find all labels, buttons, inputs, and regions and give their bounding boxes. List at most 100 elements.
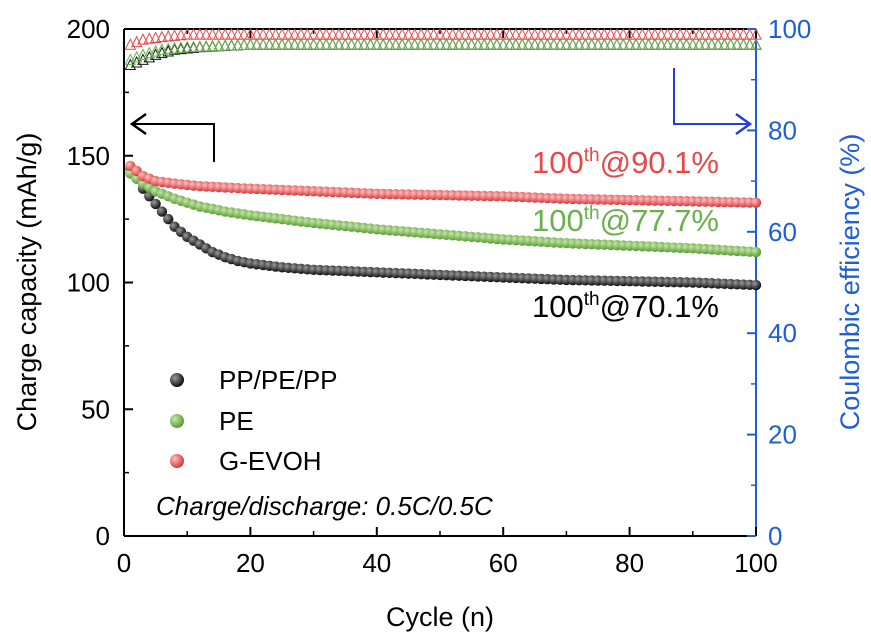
efficiency-point-pe xyxy=(288,38,301,50)
x-tick-label: 20 xyxy=(236,548,265,578)
efficiency-point-g-evoh xyxy=(149,31,162,43)
efficiency-point-g-evoh xyxy=(389,27,402,40)
capacity-point-pp-pe-pp xyxy=(163,213,174,225)
efficiency-point-pe xyxy=(750,38,762,50)
efficiency-point-g-evoh xyxy=(472,27,484,40)
efficiency-point-g-evoh xyxy=(560,27,573,40)
efficiency-point-g-evoh xyxy=(225,27,238,40)
efficiency-point-g-evoh xyxy=(288,27,301,40)
efficiency-point-g-evoh xyxy=(573,27,585,40)
efficiency-point-g-evoh xyxy=(156,30,168,43)
efficiency-point-g-evoh xyxy=(427,27,440,40)
efficiency-point-g-evoh xyxy=(320,27,333,40)
efficiency-point-pe xyxy=(175,41,187,53)
efficiency-point-pe xyxy=(427,38,440,50)
efficiency-point-pe xyxy=(212,39,225,51)
efficiency-point-g-evoh xyxy=(510,27,522,40)
x-tick-label: 0 xyxy=(117,548,131,578)
efficiency-point-pe xyxy=(585,38,598,50)
left-tick-label: 0 xyxy=(96,521,110,551)
efficiency-point-pe xyxy=(491,38,503,50)
efficiency-point-pe xyxy=(737,38,750,50)
efficiency-point-pe xyxy=(724,38,737,50)
left-axis-arrow xyxy=(129,112,215,162)
capacity-point-pp-pe-pp xyxy=(750,279,762,291)
efficiency-point-g-evoh xyxy=(206,27,219,40)
efficiency-point-g-evoh xyxy=(680,27,693,40)
efficiency-point-g-evoh xyxy=(705,27,718,40)
efficiency-point-g-evoh xyxy=(307,27,320,40)
efficiency-point-pe xyxy=(459,38,472,50)
efficiency-point-g-evoh xyxy=(339,27,352,40)
right-tick-label: 60 xyxy=(768,217,797,247)
efficiency-point-pe xyxy=(257,38,269,50)
efficiency-point-pe xyxy=(421,38,434,50)
left-tick-label: 200 xyxy=(67,14,110,44)
x-tick-label: 100 xyxy=(734,548,777,578)
legend-marker-pp-pe-pp xyxy=(170,373,184,387)
efficiency-point-pe xyxy=(440,38,453,50)
efficiency-point-g-evoh xyxy=(724,27,737,40)
efficiency-point-pe xyxy=(547,38,560,50)
efficiency-point-g-evoh xyxy=(566,27,579,40)
efficiency-point-pe xyxy=(712,38,724,50)
efficiency-point-pe xyxy=(465,38,478,50)
legend-marker-pe xyxy=(170,414,184,428)
annotation-pe: 100th@77.7% xyxy=(532,203,719,238)
efficiency-point-g-evoh xyxy=(668,27,680,40)
efficiency-point-pe xyxy=(446,38,459,50)
efficiency-point-pe xyxy=(162,42,175,55)
efficiency-point-pe xyxy=(231,38,244,51)
efficiency-point-pe xyxy=(219,39,231,51)
efficiency-point-g-evoh xyxy=(244,27,257,40)
right-tick-label: 80 xyxy=(768,115,797,145)
efficiency-point-g-evoh xyxy=(408,27,421,40)
efficiency-point-pe xyxy=(345,38,358,50)
efficiency-point-g-evoh xyxy=(377,27,389,40)
legend: PP/PE/PP PE G-EVOH xyxy=(170,365,338,476)
efficiency-point-pe xyxy=(535,38,547,50)
efficiency-markers xyxy=(124,27,762,70)
efficiency-point-pe xyxy=(434,38,446,50)
efficiency-point-pe xyxy=(617,38,630,50)
efficiency-point-pe xyxy=(238,38,250,50)
efficiency-point-g-evoh xyxy=(181,27,194,40)
efficiency-point-pe xyxy=(333,38,345,50)
efficiency-point-pe xyxy=(674,38,686,50)
efficiency-point-pe xyxy=(377,38,389,50)
x-tick-label: 80 xyxy=(615,548,644,578)
efficiency-point-pe xyxy=(592,38,604,50)
efficiency-point-pe xyxy=(686,38,699,50)
efficiency-point-g-evoh xyxy=(522,27,535,40)
efficiency-point-pe xyxy=(263,38,276,50)
efficiency-point-g-evoh xyxy=(257,27,269,40)
efficiency-point-pe xyxy=(383,38,396,50)
efficiency-point-g-evoh xyxy=(655,27,668,40)
efficiency-point-pe xyxy=(168,41,181,54)
efficiency-point-pe xyxy=(510,38,522,50)
efficiency-point-pe xyxy=(206,39,219,52)
efficiency-point-g-evoh xyxy=(200,27,212,40)
efficiency-point-g-evoh xyxy=(465,27,478,40)
efficiency-point-g-evoh xyxy=(617,27,630,40)
efficiency-point-g-evoh xyxy=(497,27,510,40)
efficiency-point-pe xyxy=(604,38,617,50)
efficiency-point-g-evoh xyxy=(269,27,282,40)
efficiency-point-g-evoh xyxy=(187,27,200,40)
efficiency-point-g-evoh xyxy=(541,27,554,40)
efficiency-point-g-evoh xyxy=(712,27,724,40)
efficiency-point-g-evoh xyxy=(276,27,288,40)
efficiency-point-g-evoh xyxy=(598,27,611,40)
efficiency-point-pe xyxy=(743,38,756,50)
efficiency-point-pe xyxy=(282,38,295,50)
legend-marker-g-evoh xyxy=(170,454,184,468)
efficiency-point-g-evoh xyxy=(219,27,231,40)
capacity-point-pp-pe-pp xyxy=(156,206,168,217)
x-tick-label: 60 xyxy=(489,548,518,578)
efficiency-point-pe xyxy=(478,38,491,50)
right-tick-label: 0 xyxy=(768,521,782,551)
efficiency-point-pe xyxy=(352,38,364,50)
efficiency-point-g-evoh xyxy=(585,27,598,40)
efficiency-point-g-evoh xyxy=(604,27,617,40)
efficiency-point-pe xyxy=(276,38,288,50)
